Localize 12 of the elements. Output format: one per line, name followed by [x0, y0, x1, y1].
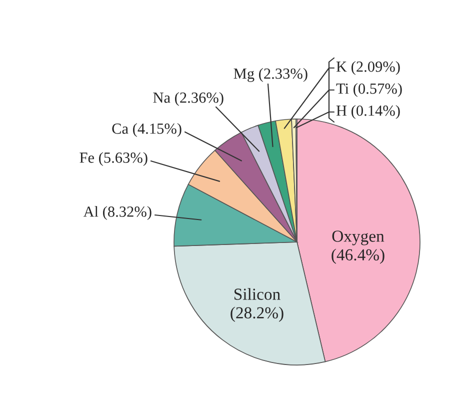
slice-label: Mg (2.33%) — [234, 68, 308, 82]
data-label: (46.4%) — [332, 248, 384, 264]
slice-label: Fe (5.63%) — [80, 152, 148, 166]
slice-label: Ti (0.57%) — [336, 83, 402, 97]
slice-label: Al (8.32%) — [83, 206, 152, 220]
slice-label: K (2.09%) — [336, 61, 400, 75]
slice-label: Silicon — [234, 288, 280, 300]
slice-label: Na (2.36%) — [153, 92, 224, 106]
data-label: (28.2%) — [230, 306, 284, 322]
slice-label: Ca (4.15%) — [112, 123, 182, 137]
slice-label: H (0.14%) — [336, 105, 400, 119]
slice-label: Oxygen — [332, 230, 384, 246]
